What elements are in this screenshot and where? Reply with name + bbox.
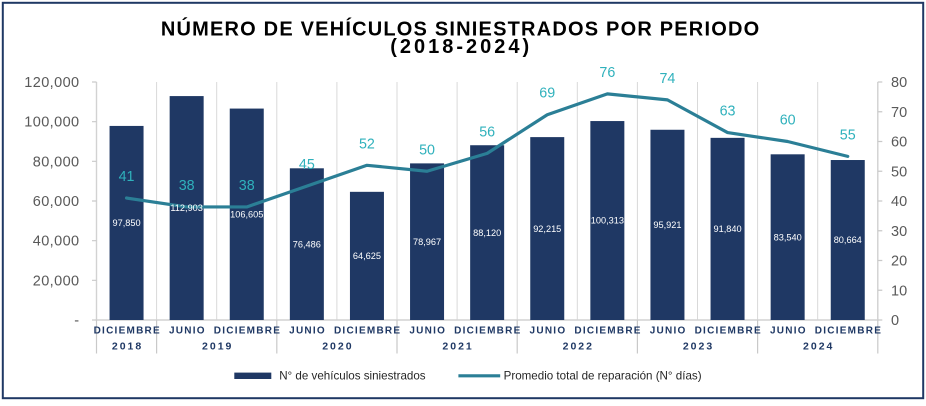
svg-text:55: 55 [840,127,856,143]
svg-text:78,967: 78,967 [413,237,441,247]
svg-text:DICIEMBRE: DICIEMBRE [574,326,641,337]
svg-text:2020: 2020 [322,341,353,353]
svg-text:60: 60 [780,113,796,129]
svg-text:DICIEMBRE: DICIEMBRE [454,326,521,337]
svg-text:38: 38 [179,178,195,194]
svg-text:10: 10 [891,283,907,299]
svg-text:JUNIO: JUNIO [409,326,446,337]
svg-text:40: 40 [891,194,907,210]
svg-text:50: 50 [891,164,907,180]
svg-text:88,120: 88,120 [473,228,501,238]
svg-text:50: 50 [419,142,435,158]
svg-text:120,000: 120,000 [24,75,79,91]
svg-text:56: 56 [479,124,495,140]
svg-text:2024: 2024 [803,341,834,353]
svg-text:41: 41 [119,169,135,185]
svg-text:2019: 2019 [202,341,233,353]
svg-text:40,000: 40,000 [33,234,80,250]
svg-text:106,605: 106,605 [230,209,263,219]
svg-text:74: 74 [659,71,675,87]
svg-text:100,313: 100,313 [591,216,624,226]
svg-text:DICIEMBRE: DICIEMBRE [94,326,161,337]
svg-text:DICIEMBRE: DICIEMBRE [695,326,762,337]
svg-text:-: - [74,313,79,329]
svg-text:JUNIO: JUNIO [289,326,326,337]
svg-text:80,664: 80,664 [834,235,862,245]
svg-text:112,903: 112,903 [170,203,203,213]
svg-text:64,625: 64,625 [353,251,381,261]
svg-text:0: 0 [891,313,899,329]
svg-text:DICIEMBRE: DICIEMBRE [334,326,401,337]
svg-text:97,850: 97,850 [112,218,140,228]
svg-text:20: 20 [891,254,907,270]
svg-text:NÚMERO DE VEHÍCULOS SINIESTRAD: NÚMERO DE VEHÍCULOS SINIESTRADOS POR PER… [161,17,761,41]
svg-text:80: 80 [891,75,907,91]
svg-text:52: 52 [359,136,375,152]
svg-text:83,540: 83,540 [774,232,802,242]
svg-text:JUNIO: JUNIO [770,326,807,337]
svg-text:92,215: 92,215 [533,224,561,234]
svg-text:JUNIO: JUNIO [530,326,567,337]
svg-text:45: 45 [299,157,315,173]
svg-text:69: 69 [539,86,555,102]
svg-text:91,840: 91,840 [713,224,741,234]
svg-text:(2018-2024): (2018-2024) [390,36,532,58]
svg-text:60: 60 [891,135,907,151]
svg-text:60,000: 60,000 [33,194,80,210]
svg-text:70: 70 [891,105,907,121]
svg-text:Promedio total de reparación (: Promedio total de reparación (N° días) [504,369,702,382]
svg-text:DICIEMBRE: DICIEMBRE [815,326,882,337]
svg-text:DICIEMBRE: DICIEMBRE [214,326,281,337]
svg-text:38: 38 [239,178,255,194]
svg-text:30: 30 [891,224,907,240]
svg-text:N° de vehículos siniestrados: N° de vehículos siniestrados [279,369,426,382]
svg-text:76: 76 [599,65,615,81]
svg-text:95,921: 95,921 [653,220,681,230]
svg-text:63: 63 [720,104,736,120]
svg-text:JUNIO: JUNIO [650,326,687,337]
svg-text:80,000: 80,000 [33,154,80,170]
svg-text:2022: 2022 [563,341,594,353]
svg-text:2021: 2021 [442,341,473,353]
svg-text:76,486: 76,486 [293,239,321,249]
svg-text:2023: 2023 [683,341,714,353]
svg-text:2018: 2018 [112,341,143,353]
svg-text:JUNIO: JUNIO [169,326,206,337]
svg-text:20,000: 20,000 [33,273,80,289]
svg-text:100,000: 100,000 [24,115,79,131]
